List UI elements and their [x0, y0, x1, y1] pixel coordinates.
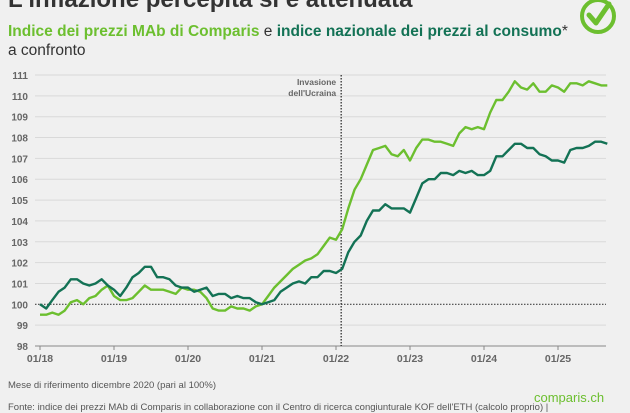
x-tick-label: 01/22: [323, 353, 349, 365]
x-tick-label: 01/19: [101, 353, 127, 365]
y-tick-label: 110: [12, 92, 29, 103]
x-tick-label: 01/23: [397, 353, 423, 365]
gridlines: [35, 75, 606, 325]
x-tick-label: 01/20: [175, 353, 201, 365]
y-tick-label: 109: [11, 113, 28, 124]
x-tick-label: 01/21: [249, 353, 275, 365]
y-axis: 98 99 100 101 102 103 104 105 106 107 108 109 110 111: [11, 71, 28, 353]
y-tick-label: 107: [11, 154, 28, 165]
y-tick-label: 105: [11, 196, 28, 207]
x-tick-label: 01/25: [545, 353, 571, 365]
footnote: Mese di riferimento dicembre 2020 (pari …: [8, 380, 216, 391]
x-tick-label: 01/24: [471, 353, 497, 365]
y-tick-label: 99: [17, 321, 29, 332]
annotation-label-2: dell'Ucraina: [288, 88, 336, 98]
y-tick-label: 98: [17, 342, 29, 353]
source-text: Fonte: indice dei prezzi MAb di Comparis…: [8, 402, 548, 413]
x-axis: 01/18 01/19 01/20 01/21 01/22 01/23 01/24 01/25: [27, 346, 606, 365]
y-tick-label: 100: [11, 300, 28, 311]
y-tick-label: 103: [11, 238, 28, 249]
y-tick-label: 101: [11, 279, 28, 290]
y-tick-label: 102: [11, 259, 28, 270]
y-tick-label: 108: [11, 134, 28, 145]
y-tick-label: 106: [11, 175, 28, 186]
annotation-label-1: Invasione: [297, 77, 336, 87]
y-tick-label: 111: [12, 71, 28, 82]
y-tick-label: 104: [11, 217, 28, 228]
x-tick-label: 01/18: [27, 353, 53, 365]
